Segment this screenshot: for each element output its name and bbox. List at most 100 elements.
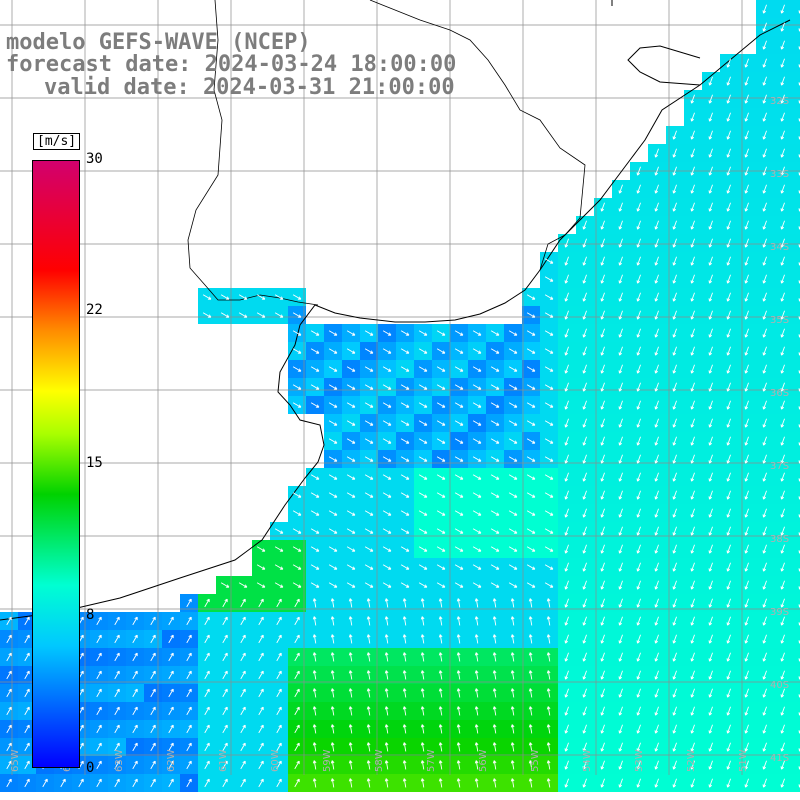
wind-arrow [726, 724, 731, 734]
wind-arrow [726, 526, 731, 536]
wind-arrow [420, 760, 425, 770]
wind-arrow [582, 634, 587, 644]
wind-arrow [582, 238, 587, 248]
wind-arrow [454, 348, 464, 354]
wind-arrow [780, 706, 785, 716]
wind-arrow [456, 652, 461, 662]
wind-arrow [366, 670, 371, 680]
wind-arrow [276, 760, 282, 770]
wind-arrow [526, 348, 536, 354]
wind-arrow [528, 598, 533, 608]
wind-arrow [310, 366, 320, 372]
wind-arrow [526, 294, 536, 300]
wind-arrow [762, 436, 767, 446]
wind-arrow [708, 454, 713, 464]
wind-arrow [708, 238, 713, 248]
wind-arrow [346, 330, 356, 336]
wind-arrow [114, 778, 120, 788]
wind-arrow [310, 582, 320, 588]
wind-arrow [618, 346, 623, 356]
wind-arrow [780, 220, 785, 230]
wind-arrow [618, 562, 623, 572]
wind-arrow [744, 166, 749, 176]
wind-arrow [526, 510, 536, 516]
wind-arrow [618, 436, 623, 446]
wind-arrow [780, 724, 785, 734]
wind-arrow [618, 616, 623, 626]
wind-cell [792, 108, 800, 126]
wind-arrow [636, 274, 641, 284]
wind-arrow [508, 528, 518, 534]
wind-arrow [382, 582, 392, 588]
wind-arrow [636, 544, 641, 554]
wind-cell [792, 180, 800, 198]
wind-arrow [382, 384, 392, 390]
wind-arrow [544, 294, 554, 300]
wind-arrow [654, 238, 659, 248]
wind-arrow [294, 706, 300, 716]
wind-arrow [654, 526, 659, 536]
wind-arrow [564, 544, 569, 554]
wind-arrow [526, 330, 536, 336]
wind-arrow [690, 184, 695, 194]
wind-arrow [654, 778, 659, 788]
wind-arrow [456, 760, 461, 770]
wind-arrow [510, 760, 515, 770]
wind-arrow [150, 724, 156, 734]
wind-arrow [364, 546, 374, 552]
wind-arrow [328, 510, 338, 516]
wind-arrow [456, 778, 461, 788]
wind-arrow [654, 202, 659, 212]
wind-arrow [436, 384, 446, 390]
wind-arrow [544, 456, 554, 462]
wind-arrow [474, 742, 479, 752]
wind-arrow [454, 510, 464, 516]
wind-arrow [544, 366, 554, 372]
wind-arrow [418, 528, 428, 534]
wind-arrow [762, 706, 767, 716]
wind-arrow [564, 778, 569, 788]
wind-arrow [474, 778, 479, 788]
wind-arrow [708, 292, 713, 302]
wind-arrow [472, 402, 482, 408]
wind-arrow [348, 688, 353, 698]
wind-arrow [402, 688, 407, 698]
wind-arrow [312, 670, 317, 680]
wind-arrow [366, 634, 371, 644]
wind-arrow [454, 366, 464, 372]
wind-arrow [564, 706, 569, 716]
wind-arrow [544, 312, 554, 318]
wind-arrow [672, 148, 677, 158]
wind-arrow [204, 652, 210, 662]
wind-arrow [744, 562, 749, 572]
lon-label: 61W [218, 749, 229, 772]
wind-arrow [762, 364, 767, 374]
wind-arrow [618, 670, 623, 680]
wind-arrow [690, 580, 695, 590]
wind-arrow [780, 166, 785, 176]
wind-arrow [366, 598, 371, 608]
wind-arrow [400, 474, 410, 480]
wind-arrow [292, 402, 302, 408]
wind-arrow [384, 598, 389, 608]
wind-arrow [690, 760, 695, 770]
wind-arrow [762, 202, 767, 212]
wind-arrow [150, 634, 156, 644]
wind-arrow [780, 22, 785, 32]
wind-arrow [762, 40, 767, 50]
wind-arrow [762, 418, 767, 428]
wind-arrow [438, 778, 443, 788]
wind-arrow [780, 58, 785, 68]
wind-arrow [240, 670, 246, 680]
wind-arrow [690, 418, 695, 428]
wind-arrow [690, 292, 695, 302]
wind-arrow [600, 742, 605, 752]
wind-arrow [744, 346, 749, 356]
wind-arrow [364, 420, 374, 426]
wind-arrow [600, 670, 605, 680]
wind-arrow [762, 760, 767, 770]
wind-arrow [346, 510, 356, 516]
wind-arrow [346, 582, 356, 588]
wind-cell [792, 144, 800, 162]
wind-arrow [762, 508, 767, 518]
